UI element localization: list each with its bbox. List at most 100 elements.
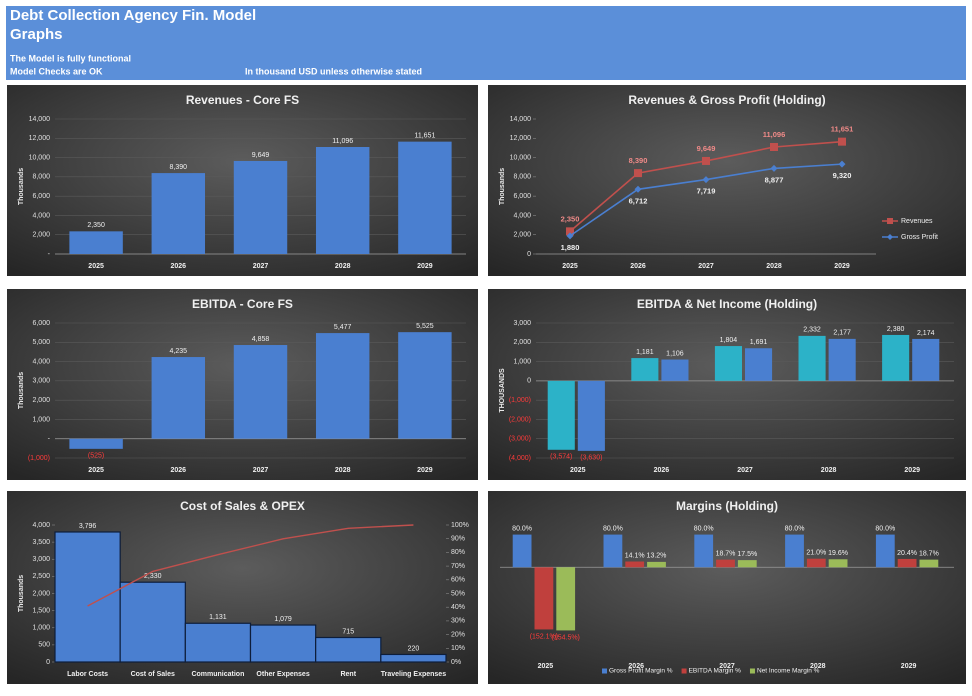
bar (737, 560, 757, 568)
value-label: 1,079 (274, 616, 292, 623)
bar (882, 334, 910, 381)
x-tick-label: 2027 (253, 263, 269, 270)
value-label: 11,096 (763, 130, 786, 139)
value-label: 1,880 (561, 243, 580, 252)
legend-label: Gross Profit Margin % (609, 668, 673, 675)
value-label: 2,380 (887, 326, 905, 333)
legend-label: EBITDA Margin % (689, 668, 742, 675)
marker (838, 160, 846, 168)
x-tick-label: 2025 (538, 663, 554, 670)
x-tick-label: 2028 (766, 263, 782, 270)
value-label: 1,804 (720, 337, 738, 344)
line (87, 524, 414, 607)
x-tick-label: 2026 (630, 263, 646, 270)
x-tick-label: Cost of Sales (131, 671, 175, 678)
y-tick-label: 10,000 (29, 154, 51, 161)
value-label: 2,330 (144, 573, 162, 580)
x-tick-label: 2026 (654, 467, 670, 474)
y-tick-label: 6,000 (32, 193, 50, 200)
y-tick-label: 3,500 (32, 539, 50, 546)
legend-label: Revenues (901, 218, 933, 225)
x-tick-label: 2027 (253, 467, 269, 474)
y-tick-label: 8,000 (513, 174, 531, 181)
chart-title: Revenues - Core FS (186, 93, 299, 107)
value-label: 8,390 (170, 164, 188, 171)
value-label: 11,096 (332, 138, 353, 145)
y-tick-label: 1,000 (513, 358, 531, 365)
bar (69, 231, 123, 254)
legend-marker (887, 218, 893, 224)
x-tick-label: 2029 (901, 663, 917, 670)
value-label: 4,858 (252, 336, 270, 343)
bar (556, 567, 576, 631)
y-tick-label: 2,000 (513, 339, 531, 346)
x-tick-label: 2027 (719, 663, 735, 670)
value-label: 1,106 (666, 350, 684, 357)
chart-title: EBITDA & Net Income (Holding) (637, 297, 817, 311)
marker (566, 227, 574, 236)
value-label: 17.5% (737, 551, 757, 558)
y-tick-label: 3,000 (32, 556, 50, 563)
y-tick-label: 5,000 (32, 339, 50, 346)
x-tick-label: 2029 (834, 263, 850, 270)
x-tick-label: 2028 (810, 663, 826, 670)
bar (512, 534, 532, 568)
marker (702, 156, 710, 165)
value-label: 19.6% (828, 550, 848, 557)
x-tick-label: 2025 (88, 467, 104, 474)
value-label: 715 (342, 628, 354, 635)
marker (634, 169, 642, 178)
bar (534, 567, 554, 630)
value-label: 18.7% (919, 550, 939, 557)
value-label: (154.5%) (551, 634, 579, 641)
chart-title: Margins (Holding) (676, 499, 778, 513)
y-tick-label: 6,000 (513, 193, 531, 200)
bar (69, 438, 123, 449)
bar (577, 380, 605, 451)
y-tick-label: 1,000 (32, 625, 50, 632)
value-label: 9,649 (252, 152, 270, 159)
bar (897, 558, 917, 568)
value-label: 2,350 (87, 222, 105, 229)
legend-swatch (681, 668, 687, 674)
y-tick-label: 2,000 (32, 232, 50, 239)
chart-title: Revenues & Gross Profit (Holding) (628, 93, 825, 107)
value-label: 8,877 (765, 175, 784, 184)
bar (603, 534, 623, 568)
bar (828, 559, 848, 568)
y-tick-label: 1,000 (32, 416, 50, 423)
y-tick-label: 4,000 (513, 212, 531, 219)
marker (770, 164, 778, 172)
value-label: 80.0% (785, 525, 805, 532)
header-status: Model Checks are OK (10, 66, 103, 76)
value-label: 4,235 (170, 348, 188, 355)
bar (398, 141, 452, 254)
value-label: 3,796 (79, 523, 97, 530)
y-tick-label: 4,000 (32, 358, 50, 365)
y2-tick-label: 60% (451, 577, 465, 584)
y-tick-label: 10,000 (510, 154, 532, 161)
value-label: 80.0% (875, 525, 895, 532)
x-tick-label: Traveling Expenses (381, 671, 446, 678)
y-tick-label: 4,000 (32, 212, 50, 219)
y2-tick-label: 90% (451, 536, 465, 543)
y-tick-label: 12,000 (29, 135, 51, 142)
bar (828, 338, 856, 381)
bar (547, 380, 575, 450)
header-units: In thousand USD unless otherwise stated (245, 66, 422, 76)
y-axis-label: Thousands (18, 372, 25, 409)
bar (315, 636, 382, 663)
y-tick-label: 3,000 (32, 378, 50, 385)
y2-tick-label: 80% (451, 549, 465, 556)
y2-tick-label: 20% (451, 631, 465, 638)
x-tick-label: Rent (340, 671, 356, 678)
value-label: (152.1%) (530, 633, 558, 640)
y-tick-label: (1,000) (509, 397, 531, 404)
y2-tick-label: 0% (451, 659, 461, 666)
value-label: 13.2% (647, 553, 667, 560)
bar (875, 534, 895, 568)
marker (634, 185, 642, 193)
legend-marker (887, 234, 893, 240)
x-tick-label: Other Expenses (256, 671, 309, 678)
